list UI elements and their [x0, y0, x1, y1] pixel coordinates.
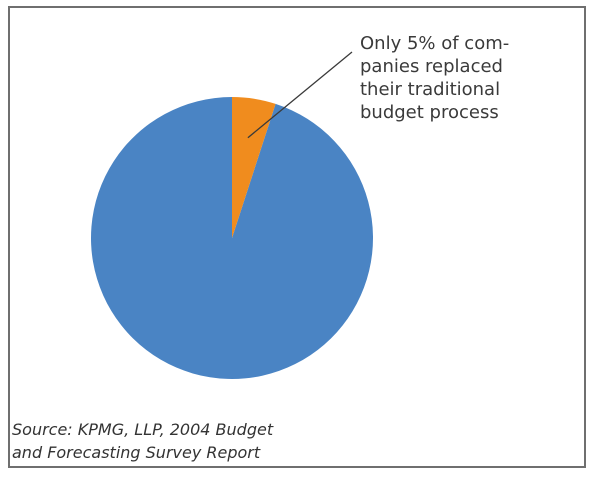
pie-slice-5-percent [232, 97, 276, 238]
source-note: Source: KPMG, LLP, 2004 Budget and Forec… [12, 418, 352, 464]
annotation-callout: Only 5% of com- panies replaced their tr… [360, 32, 560, 124]
annotation-line-1: Only 5% of com- [360, 33, 510, 54]
annotation-line-2: panies replaced [360, 56, 503, 77]
source-line-1: Source: KPMG, LLP, 2004 Budget [12, 420, 274, 439]
annotation-line-4: budget process [360, 102, 499, 123]
source-line-2: and Forecasting Survey Report [12, 443, 261, 462]
annotation-pointer-line [247, 51, 353, 139]
pie-slices [91, 97, 373, 379]
annotation-line-3: their traditional [360, 79, 501, 100]
